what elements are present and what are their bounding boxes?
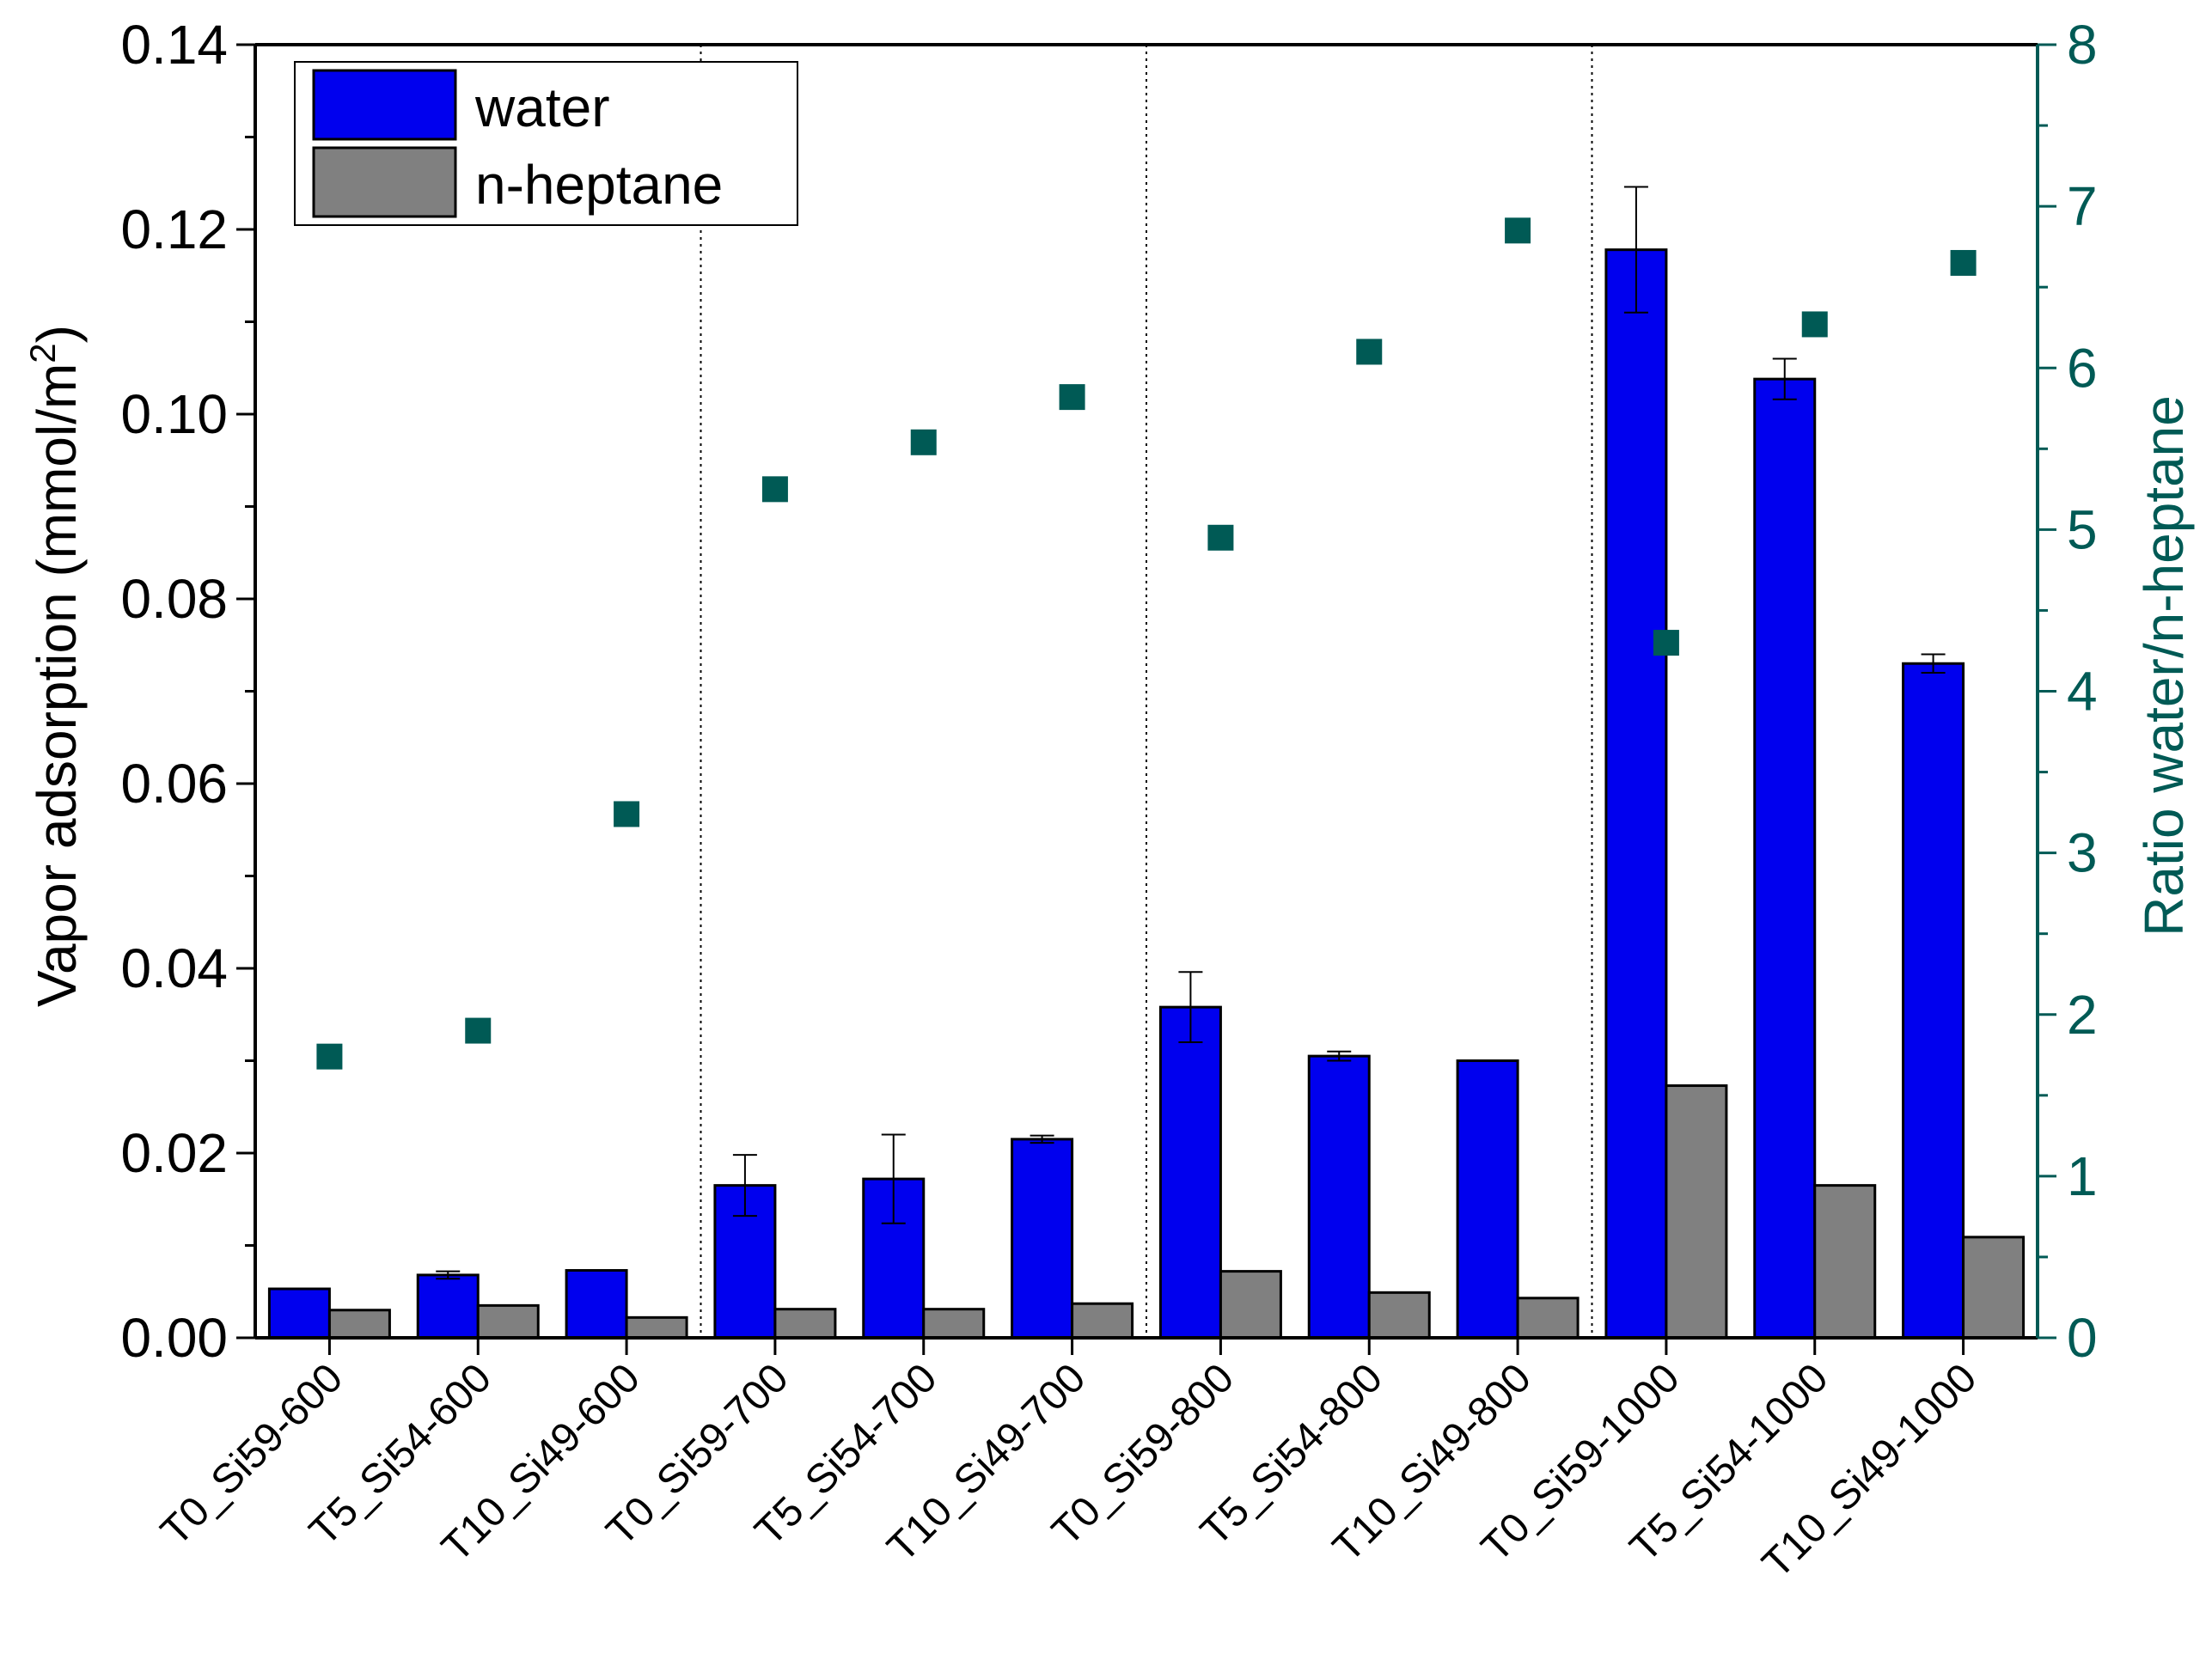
bar-n-heptane-6: [1219, 1270, 1282, 1340]
ratio-marker-5: [1059, 384, 1085, 411]
legend-swatch-water: [312, 69, 457, 141]
errorbar-water-9: [1623, 186, 1648, 314]
bar-water-2: [565, 1269, 628, 1340]
bar-water-1: [416, 1273, 480, 1340]
ratio-marker-8: [1505, 217, 1531, 244]
bar-n-heptane-5: [1071, 1302, 1134, 1340]
bar-n-heptane-0: [327, 1309, 391, 1340]
bar-water-7: [1307, 1054, 1371, 1340]
bar-water-0: [267, 1287, 331, 1340]
bars: [267, 248, 2026, 1340]
errorbar-water-3: [732, 1154, 757, 1218]
errorbar-water-1: [436, 1270, 461, 1280]
group-separators: [700, 45, 1593, 1338]
y-tick-label-5: 0.10: [120, 383, 228, 445]
y-tick-label-7: 0.14: [120, 14, 228, 76]
bar-water-9: [1604, 248, 1668, 1340]
ratio-marker-2: [614, 801, 640, 827]
y-tick-label-1: 0.02: [120, 1122, 228, 1184]
legend: water n-heptane: [294, 61, 798, 226]
legend-swatch-n-heptane: [312, 146, 457, 218]
bar-water-8: [1456, 1059, 1519, 1340]
y2-tick-label-5: 5: [2067, 498, 2098, 560]
y-axis-title-end: ): [26, 325, 88, 343]
category-labels: T0_Si59-600T5_Si54-600T10_Si49-600T0_Si5…: [152, 1355, 1985, 1587]
y2-tick-label-3: 3: [2067, 822, 2098, 884]
legend-label-water: water: [474, 76, 610, 138]
ratio-marker-4: [910, 429, 937, 455]
y-tick-label-6: 0.12: [120, 198, 228, 260]
bar-n-heptane-3: [773, 1308, 837, 1340]
errorbar-water-7: [1327, 1050, 1352, 1062]
bar-water-10: [1753, 377, 1817, 1340]
bar-n-heptane-9: [1665, 1084, 1728, 1340]
y2-tick-label-1: 1: [2067, 1145, 2098, 1207]
y2-tick-label-0: 0: [2067, 1307, 2098, 1369]
bar-n-heptane-11: [1962, 1236, 2026, 1340]
ratio-marker-6: [1207, 524, 1234, 551]
y2-tick-label-4: 4: [2067, 661, 2098, 723]
y2-axis-title: Ratio water/n-heptane: [2133, 395, 2195, 937]
ratio-marker-11: [1950, 249, 1977, 276]
errorbar-water-4: [881, 1133, 906, 1224]
y-tick-label-4: 0.08: [120, 568, 228, 630]
ratio-marker-9: [1653, 630, 1679, 656]
bar-n-heptane-4: [922, 1308, 986, 1340]
bar-water-6: [1158, 1005, 1222, 1340]
y-tick-label-3: 0.06: [120, 753, 228, 815]
tick-labels: 0.00 0.02 0.04 0.06 0.08 0.10 0.12 0.14 0 1 2 3 4 5 6 7…: [120, 14, 2097, 1369]
y-axis-title: Vapor adsorption (mmol/m2): [22, 325, 88, 1007]
ratio-markers: [316, 217, 1977, 1070]
bar-n-heptane-8: [1516, 1297, 1580, 1340]
ratio-marker-3: [761, 476, 788, 503]
bar-n-heptane-7: [1367, 1291, 1431, 1340]
y2-tick-label-2: 2: [2067, 984, 2098, 1046]
y-tick-label-2: 0.04: [120, 937, 228, 999]
y-axis-title-sup: 2: [22, 343, 63, 363]
ratio-marker-7: [1356, 339, 1383, 365]
y2-tick-label-7: 7: [2067, 175, 2098, 237]
legend-label-n-heptane: n-heptane: [475, 154, 723, 216]
bar-n-heptane-2: [625, 1315, 688, 1340]
y2-tick-label-8: 8: [2067, 14, 2098, 76]
y-axis-title-main: Vapor adsorption (mmol/m: [26, 363, 88, 1007]
ticks: [236, 43, 2056, 1355]
ratio-marker-1: [465, 1017, 492, 1044]
bar-water-11: [1902, 662, 1965, 1340]
bar-n-heptane-1: [476, 1303, 540, 1340]
errorbar-water-6: [1178, 971, 1203, 1043]
errorbar-water-10: [1772, 357, 1797, 400]
bar-water-5: [1011, 1138, 1074, 1340]
error-bars: [436, 186, 1946, 1280]
errorbar-water-5: [1030, 1134, 1054, 1144]
errorbar-water-11: [1921, 653, 1946, 674]
y2-tick-label-6: 6: [2067, 337, 2098, 399]
ratio-marker-10: [1801, 311, 1828, 338]
bar-n-heptane-10: [1813, 1184, 1877, 1340]
y-tick-label-0: 0.00: [120, 1307, 228, 1369]
ratio-marker-0: [316, 1043, 343, 1070]
